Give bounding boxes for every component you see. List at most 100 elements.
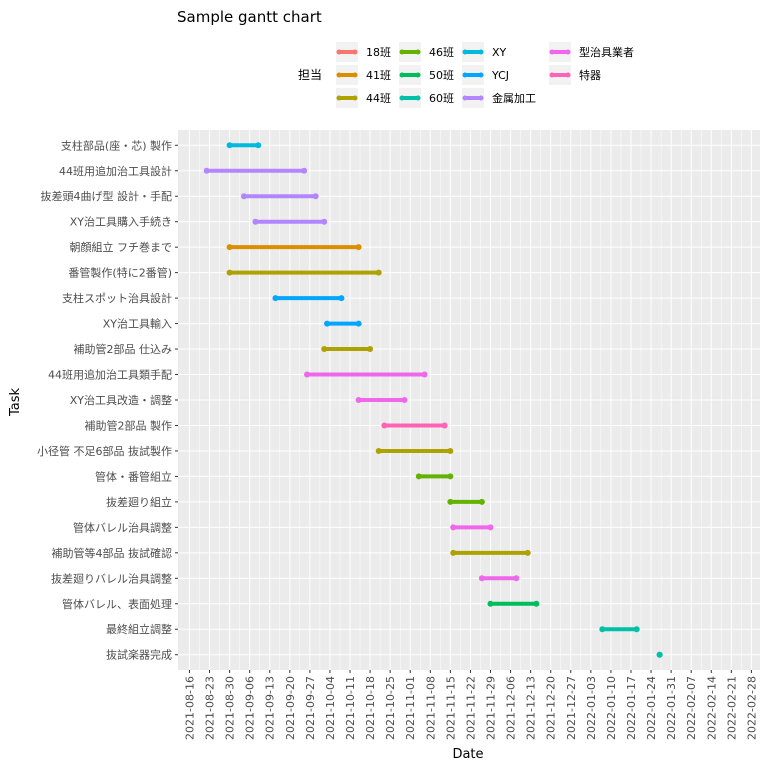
task-bar <box>415 473 454 480</box>
task-bars <box>203 142 663 658</box>
x-tick-label: 2022-01-24 <box>645 676 658 740</box>
legend-item: 60班 <box>399 88 454 108</box>
y-tick-label: 管体・番管組立 <box>95 469 172 483</box>
legend-label: 44班 <box>366 92 391 105</box>
task-bar <box>447 498 485 505</box>
legend-title: 担当 <box>298 68 322 82</box>
y-tick-label: XY治工具購入手続き <box>70 215 172 229</box>
legend-label: 型治具業者 <box>579 45 634 59</box>
y-axis-title: Task <box>8 388 23 418</box>
x-tick-label: 2022-02-07 <box>685 676 698 740</box>
y-tick-label: 管体バレル治具調整 <box>73 520 172 534</box>
x-tick-label: 2022-01-03 <box>585 676 598 740</box>
task-bar <box>226 269 382 276</box>
task-bar <box>226 142 262 149</box>
x-axis-ticks: 2021-08-16 2021-08-23 2021-08-30 2021-09-06… <box>183 670 758 740</box>
x-tick-label: 2021-12-06 <box>505 676 518 740</box>
y-tick-label: 44班用追加治工具類手配 <box>48 368 172 382</box>
x-tick-label: 2021-08-23 <box>204 676 217 740</box>
task-bar <box>304 371 428 378</box>
legend-item: 46班 <box>399 42 454 62</box>
x-tick-label: 2021-12-27 <box>565 676 578 740</box>
legend-item: XY <box>462 42 507 62</box>
x-tick-label: 2021-11-22 <box>464 676 477 740</box>
x-tick-label: 2021-08-30 <box>224 676 237 740</box>
x-tick-label: 2021-09-13 <box>264 676 277 740</box>
x-tick-label: 2022-02-21 <box>725 676 738 740</box>
x-tick-label: 2022-02-28 <box>745 676 758 740</box>
y-tick-label: XY治工具改造・調整 <box>70 393 172 407</box>
legend-item: 金属加工 <box>462 88 536 108</box>
grid-lines <box>178 130 760 670</box>
x-tick-label: 2021-12-20 <box>545 676 558 740</box>
y-tick-label: 44班用追加治工具設計 <box>59 164 172 178</box>
x-tick-label: 2022-01-10 <box>605 676 618 740</box>
x-tick-label: 2022-01-31 <box>665 676 678 740</box>
x-tick-label: 2021-10-04 <box>324 676 337 740</box>
x-tick-label: 2021-10-25 <box>384 676 397 740</box>
legend-item: 41班 <box>336 65 391 85</box>
x-tick-label: 2022-02-14 <box>705 676 718 740</box>
x-tick-label: 2021-08-16 <box>183 676 196 740</box>
task-bar <box>478 575 520 582</box>
chart-title: Sample gantt chart <box>177 8 322 26</box>
legend-label: YCJ <box>491 69 509 82</box>
legend-label: 金属加工 <box>492 91 536 105</box>
legend-label: 46班 <box>429 46 454 59</box>
task-bar <box>355 397 408 403</box>
y-tick-label: 管体バレル、表面処理 <box>62 597 172 611</box>
legend-item: 型治具業者 <box>549 42 634 62</box>
x-tick-label: 2021-11-15 <box>444 676 457 740</box>
y-tick-label: 小径管 不足6部品 抜試製作 <box>37 444 172 458</box>
task-bar <box>252 218 328 225</box>
y-tick-label: 支柱スポット治具設計 <box>62 291 172 305</box>
task-bar <box>450 524 494 531</box>
task-bar <box>272 295 345 302</box>
y-tick-label: 最終組立調整 <box>106 622 172 636</box>
task-bar <box>226 244 362 251</box>
y-tick-label: 抜試楽器完成 <box>106 648 172 662</box>
x-tick-label: 2021-09-06 <box>244 676 257 740</box>
x-tick-label: 2021-11-01 <box>404 676 417 740</box>
legend-item: 44班 <box>336 88 391 108</box>
legend-item: 特器 <box>549 65 601 85</box>
y-tick-label: 補助管等4部品 抜試確認 <box>52 546 173 560</box>
legend-label: XY <box>492 46 507 59</box>
task-bar <box>599 626 640 633</box>
y-tick-label: 番管製作(特に2番管) <box>68 266 172 280</box>
y-tick-label: 朝顔組立 フチ巻まで <box>70 240 173 254</box>
task-bar <box>450 549 531 556</box>
x-tick-label: 2021-09-20 <box>284 676 297 740</box>
y-tick-label: 抜差廻りバレル治具調整 <box>51 571 172 585</box>
task-bar <box>240 193 319 200</box>
legend-label: 特器 <box>579 68 601 82</box>
x-tick-label: 2021-10-11 <box>344 676 357 740</box>
y-tick-label: 抜差廻り組立 <box>106 495 172 509</box>
x-tick-label: 2022-01-17 <box>625 676 638 740</box>
x-tick-label: 2021-11-29 <box>485 676 498 740</box>
task-bar <box>203 167 308 174</box>
legend-label: 60班 <box>429 92 454 105</box>
task-bar <box>321 346 374 353</box>
legend-item: 50班 <box>399 65 454 85</box>
x-tick-label: 2021-10-18 <box>364 676 377 740</box>
x-tick-label: 2021-12-13 <box>525 676 538 740</box>
y-tick-label: 補助管2部品 仕込み <box>74 342 173 356</box>
x-tick-label: 2021-09-27 <box>304 676 317 740</box>
x-tick-label: 2021-11-08 <box>424 676 437 740</box>
task-bar <box>324 320 362 327</box>
task-bar <box>487 600 540 607</box>
task-bar <box>381 422 448 429</box>
y-tick-label: XY治工具輸入 <box>103 317 172 331</box>
task-bar <box>656 651 663 658</box>
legend-item: 18班 <box>336 42 391 62</box>
y-tick-label: 補助管2部品 製作 <box>85 418 173 432</box>
legend-item: YCJ <box>462 65 509 85</box>
legend-label: 41班 <box>366 69 391 82</box>
y-tick-label: 抜差頭4曲げ型 設計・手配 <box>41 189 173 203</box>
task-bar <box>375 447 454 454</box>
y-tick-label: 支柱部品(座・芯) 製作 <box>61 138 172 152</box>
